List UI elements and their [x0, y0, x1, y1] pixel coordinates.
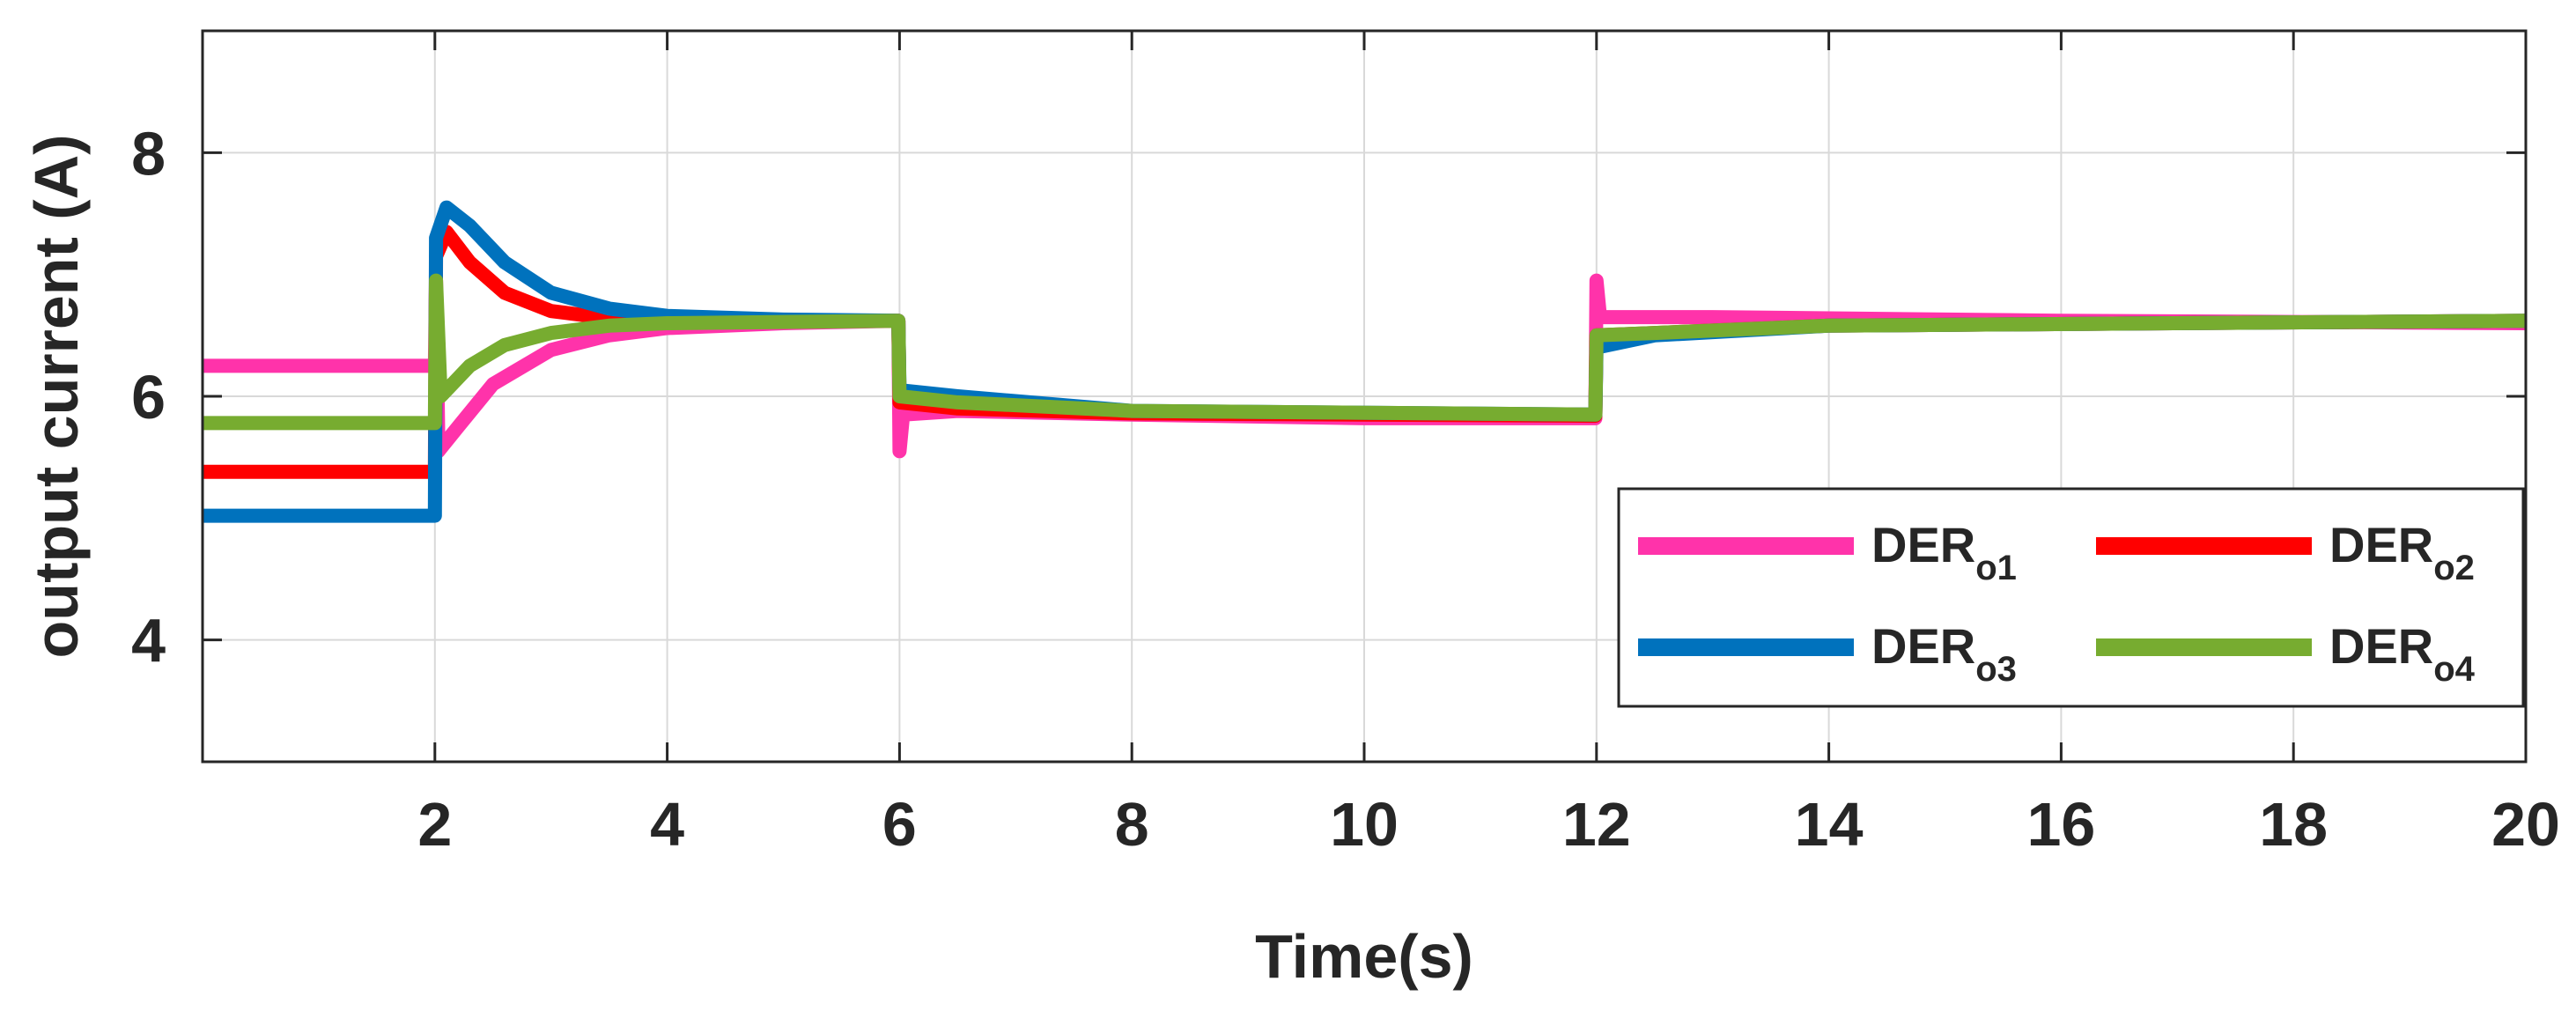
legend-label-name: DER [2329, 618, 2433, 674]
x-tick-label: 12 [1562, 790, 1631, 859]
x-axis-label: Time(s) [1255, 922, 1473, 991]
y-tick-label: 6 [131, 363, 166, 432]
legend-label-name: DER [1871, 517, 1975, 572]
y-tick-label: 4 [131, 607, 166, 675]
legend-label-subscript: o1 [1975, 549, 2017, 587]
legend-label-o1: DERo1 [1871, 517, 2017, 587]
x-tick-label: 2 [417, 790, 452, 859]
legend-box [1617, 487, 2525, 708]
x-tick-label: 10 [1330, 790, 1399, 859]
legend-label-o3: DERo3 [1871, 618, 2017, 689]
series-line-o4 [203, 273, 2526, 431]
x-tick-label: 18 [2259, 790, 2328, 859]
x-tick-label: 6 [882, 790, 917, 859]
x-tick-label: 4 [650, 790, 684, 859]
legend-label-subscript: o3 [1975, 650, 2017, 689]
x-tick-label: 8 [1115, 790, 1149, 859]
ticks [203, 31, 2528, 762]
legend-label-subscript: o2 [2433, 549, 2475, 587]
legend-label-name: DER [1871, 618, 1975, 674]
legend-label-o2: DERo2 [2329, 517, 2475, 587]
tick-labels: 2 4 6 8 10 12 14 16 18 20 4 6 8 [131, 119, 2560, 859]
x-tick-label: 14 [1795, 790, 1864, 859]
x-tick-label: 16 [2026, 790, 2095, 859]
legend-label-o4: DERo4 [2329, 618, 2476, 689]
y-tick-label: 8 [131, 119, 166, 188]
series-group [203, 200, 2526, 523]
legend-label-subscript: o4 [2433, 650, 2475, 689]
x-tick-label: 20 [2491, 790, 2560, 859]
y-axis-label: output current (A) [22, 135, 91, 659]
legend-label-name: DER [2329, 517, 2433, 572]
